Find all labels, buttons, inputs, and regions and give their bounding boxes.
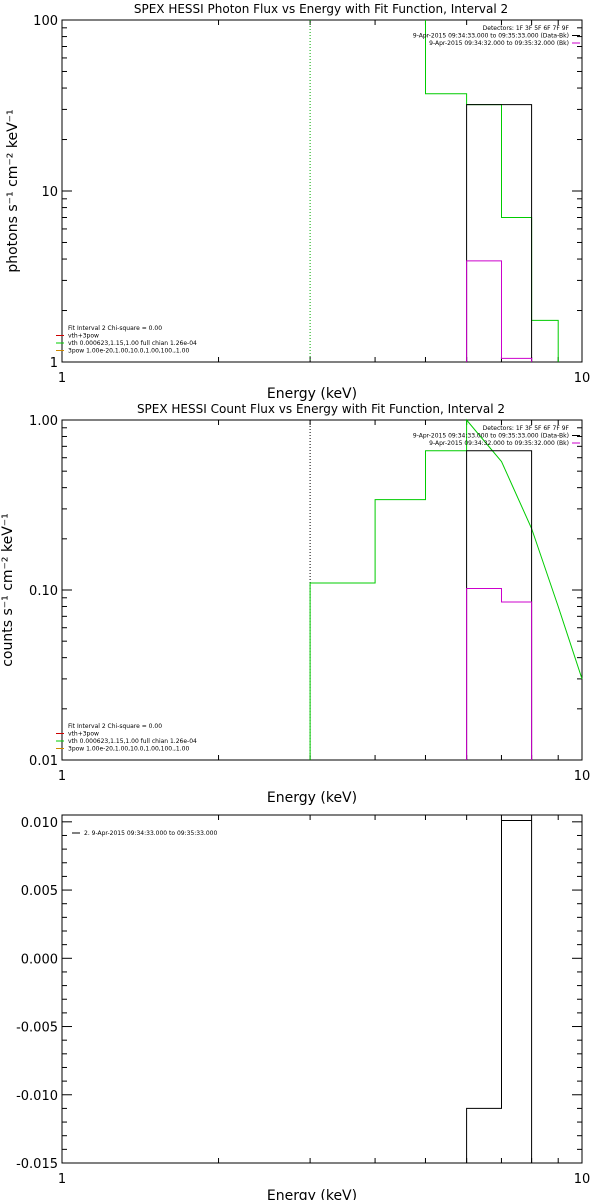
axis-ticks: 1 10 0.010 0.005 0.000 -0.005 -0.010 -0.015 (16, 815, 590, 1187)
legend-entry-text: Detectors: 1F 3F 5F 6F 7F 9F (483, 25, 570, 32)
y-tick-label: -0.010 (16, 1089, 58, 1104)
series-step-line (466, 260, 533, 362)
y-tick-label: -0.005 (16, 1021, 58, 1036)
plot-marks (309, 20, 559, 362)
y-tick-label: 0.10 (29, 584, 58, 599)
legend-top-left: 2. 9-Apr-2015 09:34:33.000 to 09:35:33.0… (72, 830, 217, 837)
x-axis-label: Energy (keV) (267, 1188, 357, 1200)
x-tick-label: 10 (574, 371, 591, 386)
legend-top-right: Detectors: 1F 3F 5F 6F 7F 9F9-Apr-2015 0… (413, 25, 580, 47)
y-axis-label: photons s⁻¹ cm⁻² keV⁻¹ (5, 109, 21, 272)
series-step-line (466, 588, 533, 760)
photon-flux-panel: SPEX HESSI Photon Flux vs Energy with Fi… (5, 2, 590, 402)
series-step-line (309, 418, 583, 760)
count-flux-panel: SPEX HESSI Count Flux vs Energy with Fit… (0, 402, 590, 806)
x-axis-label: Energy (keV) (267, 790, 357, 806)
x-tick-label: 1 (58, 769, 66, 784)
legend-entry-text: Detectors: 1F 3F 5F 6F 7F 9F (483, 425, 570, 432)
series-step-line (466, 450, 533, 760)
legend-entry-text: 2. 9-Apr-2015 09:34:33.000 to 09:35:33.0… (84, 830, 217, 837)
legend-entry-text: 9-Apr-2015 09:34:33.000 to 09:35:33.000 … (413, 433, 569, 440)
y-tick-label: 10 (41, 185, 58, 200)
x-tick-label: 1 (58, 1172, 66, 1187)
x-tick-label: 10 (574, 769, 591, 784)
plot-frame (61, 19, 583, 363)
axis-ticks: 1 10 1 10 100 (33, 14, 590, 386)
x-axis-label: Energy (keV) (267, 386, 357, 402)
y-tick-label: 0.000 (21, 952, 58, 967)
x-tick-label: 10 (574, 1172, 591, 1187)
series-step-line (466, 820, 533, 1163)
y-tick-label: 100 (33, 14, 58, 29)
y-tick-label: 0.01 (29, 754, 58, 769)
legend-entry-text: vth+3pow (68, 333, 99, 340)
y-tick-label: 1 (50, 356, 58, 371)
legend-entry-text: 3pow 1.00e-20,1.00,10.0,1.00,100.,1.00 (68, 746, 189, 753)
series-step-line (466, 104, 533, 362)
legend-entry-text: 3pow 1.00e-20,1.00,10.0,1.00,100.,1.00 (68, 348, 189, 355)
plot-frame (61, 419, 583, 761)
legend-entry-text: 9-Apr-2015 09:34:32.000 to 09:35:32.000 … (429, 40, 569, 47)
plot-marks (309, 418, 583, 760)
y-tick-label: 0.010 (21, 816, 58, 831)
y-tick-label: 1.00 (29, 414, 58, 429)
legend-entry-text: Fit Interval 2 Chi-square = 0.00 (68, 723, 162, 730)
y-tick-label: -0.015 (16, 1157, 58, 1172)
legend-entry-text: 9-Apr-2015 09:34:33.000 to 09:35:33.000 … (413, 33, 569, 40)
x-tick-label: 1 (58, 371, 66, 386)
plot-frame (61, 814, 583, 1164)
legend-bottom-left: Fit Interval 2 Chi-square = 0.00vth+3pow… (56, 325, 197, 355)
legend-entry-text: vth+3pow (68, 731, 99, 738)
residuals-panel: Energy (keV) 1 10 0.010 0.005 0.000 -0.005 -0.… (16, 814, 590, 1200)
legend-entry-text: vth 0.000623,1.15,1.00 full chian 1.26e-… (68, 340, 197, 347)
legend-bottom-left: Fit Interval 2 Chi-square = 0.00vth+3pow… (56, 723, 197, 753)
panel-title: SPEX HESSI Count Flux vs Energy with Fit… (137, 402, 505, 416)
panel-title: SPEX HESSI Photon Flux vs Energy with Fi… (134, 2, 508, 16)
y-tick-label: 0.005 (21, 884, 58, 899)
legend-entry-text: 9-Apr-2015 09:34:32.000 to 09:35:32.000 … (429, 440, 569, 447)
series-step-line (425, 20, 559, 362)
y-axis-label: counts s⁻¹ cm⁻² keV⁻¹ (0, 513, 16, 667)
plot-marks (466, 820, 533, 1163)
legend-entry-text: Fit Interval 2 Chi-square = 0.00 (68, 325, 162, 332)
legend-entry-text: vth 0.000623,1.15,1.00 full chian 1.26e-… (68, 738, 197, 745)
legend-top-right: Detectors: 1F 3F 5F 6F 7F 9F9-Apr-2015 0… (413, 425, 580, 447)
